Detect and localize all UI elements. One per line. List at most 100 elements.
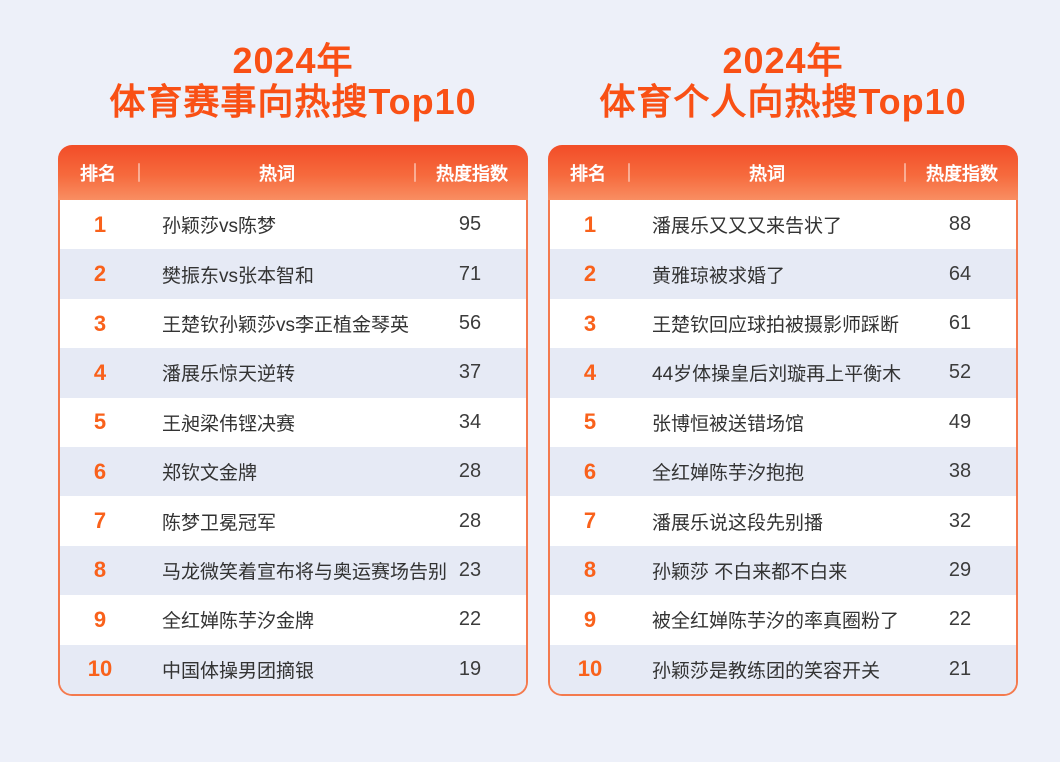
index-cell: 34	[458, 410, 482, 433]
index-cell: 21	[948, 657, 972, 680]
table-row: 5 王昶梁伟铿决赛 34	[60, 398, 526, 447]
table-row: 3 王楚钦孙颖莎vs李正植金琴英 56	[60, 299, 526, 348]
events-ranking-panel: 2024年 体育赛事向热搜Top10 排名 热词 热度指数 1 孙颖莎vs陈梦 95…	[58, 40, 528, 696]
table-row: 10 孙颖莎是教练团的笑容开关 21	[550, 644, 1016, 694]
events-title-line2: 体育赛事向热搜Top10	[109, 81, 477, 123]
index-cell: 56	[458, 312, 482, 335]
header-rank-label: 排名	[80, 163, 116, 184]
table-row: 6 全红婵陈芋汐抱抱 38	[550, 447, 1016, 497]
rank-cell: 3	[93, 310, 107, 336]
hotword-cell: 黄雅琼被求婚了	[652, 265, 786, 287]
rank-cell: 7	[583, 508, 597, 534]
table-row: 4 潘展乐惊天逆转 37	[60, 348, 526, 398]
header-rank-label: 排名	[570, 163, 606, 184]
index-cell: 52	[948, 361, 972, 384]
table-row: 8 马龙微笑着宣布将与奥运赛场告别 23	[60, 545, 526, 596]
events-table-body: 1 孙颖莎vs陈梦 95 2 樊振东vs张本智和 71 3 王楚钦孙颖莎vs李正植金琴英 5…	[58, 200, 528, 696]
hotword-cell: 潘展乐又又又来告状了	[652, 216, 843, 238]
index-cell: 49	[948, 410, 972, 433]
rank-cell: 10	[577, 656, 603, 682]
table-row: 4 44岁体操皇后刘璇再上平衡木 52	[550, 348, 1016, 398]
index-cell: 28	[458, 460, 482, 483]
rank-cell: 2	[583, 261, 597, 287]
rank-cell: 9	[93, 606, 107, 632]
header-divider	[138, 163, 140, 183]
events-table-header: 排名 热词 热度指数	[58, 145, 528, 201]
rank-cell: 6	[93, 458, 107, 484]
header-index-label: 热度指数	[436, 163, 508, 184]
hotword-cell: 全红婵陈芋汐金牌	[162, 611, 315, 633]
index-cell: 61	[948, 312, 972, 335]
index-cell: 71	[458, 262, 482, 285]
rank-cell: 1	[93, 211, 107, 237]
table-row: 10 中国体操男团摘银 19	[60, 644, 526, 694]
hotword-cell: 孙颖莎是教练团的笑容开关	[652, 660, 881, 682]
hotword-cell: 44岁体操皇后刘璇再上平衡木	[652, 364, 902, 386]
events-title-line1: 2024年	[232, 40, 354, 81]
rank-cell: 8	[93, 557, 107, 583]
index-cell: 37	[458, 361, 482, 384]
index-cell: 88	[948, 213, 972, 236]
rank-cell: 4	[93, 359, 107, 385]
index-cell: 64	[948, 262, 972, 285]
rank-cell: 8	[583, 557, 597, 583]
hotword-cell: 全红婵陈芋汐抱抱	[652, 463, 805, 485]
hotword-cell: 孙颖莎 不白来都不白来	[652, 561, 848, 583]
individuals-ranking-panel: 2024年 体育个人向热搜Top10 排名 热词 热度指数 1 潘展乐又又又来告状…	[548, 40, 1018, 696]
hotword-cell: 潘展乐说这段先别播	[652, 512, 824, 534]
rank-cell: 7	[93, 508, 107, 534]
table-row: 7 潘展乐说这段先别播 32	[550, 496, 1016, 545]
hotword-cell: 陈梦卫冕冠军	[162, 512, 277, 534]
header-hotword-label: 热词	[259, 163, 295, 184]
index-cell: 38	[948, 460, 972, 483]
table-row: 3 王楚钦回应球拍被摄影师踩断 61	[550, 299, 1016, 348]
hotword-cell: 樊振东vs张本智和	[162, 265, 315, 287]
individuals-title-line1: 2024年	[722, 40, 844, 81]
hotword-cell: 中国体操男团摘银	[162, 660, 315, 682]
rank-cell: 9	[583, 606, 597, 632]
rank-cell: 4	[583, 359, 597, 385]
rank-cell: 3	[583, 310, 597, 336]
rank-cell: 5	[93, 409, 107, 435]
rank-cell: 1	[583, 211, 597, 237]
rank-cell: 10	[87, 656, 113, 682]
rank-cell: 2	[93, 261, 107, 287]
index-cell: 22	[458, 608, 482, 631]
index-cell: 23	[458, 558, 482, 581]
header-hotword-label: 热词	[749, 163, 785, 184]
hotword-cell: 被全红婵陈芋汐的率真圈粉了	[652, 611, 900, 633]
individuals-title-line2: 体育个人向热搜Top10	[599, 81, 967, 123]
events-ranking-table: 排名 热词 热度指数 1 孙颖莎vs陈梦 95 2 樊振东vs张本智和 71 3 王楚钦孙…	[58, 145, 528, 696]
header-divider	[904, 163, 906, 183]
index-cell: 32	[948, 509, 972, 532]
index-cell: 29	[948, 558, 972, 581]
hotword-cell: 郑钦文金牌	[162, 463, 258, 485]
index-cell: 95	[458, 213, 482, 236]
index-cell: 19	[458, 657, 482, 680]
index-cell: 22	[948, 608, 972, 631]
header-divider	[628, 163, 630, 183]
individuals-table-title: 2024年 体育个人向热搜Top10	[548, 40, 1018, 122]
table-row: 2 樊振东vs张本智和 71	[60, 249, 526, 299]
individuals-table-header: 排名 热词 热度指数	[548, 145, 1018, 201]
header-divider	[414, 163, 416, 183]
hotword-cell: 王楚钦孙颖莎vs李正植金琴英	[162, 315, 410, 337]
hotword-cell: 王楚钦回应球拍被摄影师踩断	[652, 315, 900, 337]
hotword-cell: 张博恒被送错场馆	[652, 413, 805, 435]
individuals-ranking-table: 排名 热词 热度指数 1 潘展乐又又又来告状了 88 2 黄雅琼被求婚了 64 3 王楚钦…	[548, 145, 1018, 696]
header-index-label: 热度指数	[926, 163, 998, 184]
index-cell: 28	[458, 509, 482, 532]
rank-cell: 6	[583, 458, 597, 484]
hotword-cell: 潘展乐惊天逆转	[162, 364, 296, 386]
table-row: 6 郑钦文金牌 28	[60, 447, 526, 497]
table-row: 9 被全红婵陈芋汐的率真圈粉了 22	[550, 595, 1016, 644]
table-row: 1 孙颖莎vs陈梦 95	[60, 200, 526, 249]
table-row: 2 黄雅琼被求婚了 64	[550, 249, 1016, 299]
events-table-title: 2024年 体育赛事向热搜Top10	[58, 40, 528, 122]
rank-cell: 5	[583, 409, 597, 435]
table-row: 9 全红婵陈芋汐金牌 22	[60, 595, 526, 644]
table-row: 1 潘展乐又又又来告状了 88	[550, 200, 1016, 249]
hotword-cell: 孙颖莎vs陈梦	[162, 216, 277, 238]
table-row: 8 孙颖莎 不白来都不白来 29	[550, 545, 1016, 596]
hotword-cell: 王昶梁伟铿决赛	[162, 413, 296, 435]
